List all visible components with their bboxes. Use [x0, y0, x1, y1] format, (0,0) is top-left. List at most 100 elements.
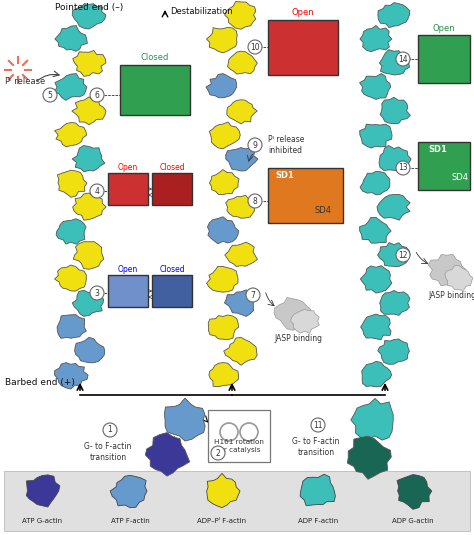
Polygon shape — [360, 266, 392, 293]
Text: Barbed end (+): Barbed end (+) — [5, 378, 75, 387]
Text: 13: 13 — [398, 164, 408, 172]
Polygon shape — [380, 97, 410, 124]
Polygon shape — [351, 399, 393, 440]
FancyBboxPatch shape — [108, 173, 148, 205]
Circle shape — [396, 52, 410, 66]
Polygon shape — [428, 254, 466, 286]
Text: 4: 4 — [94, 187, 100, 195]
Text: Open: Open — [118, 265, 138, 274]
Polygon shape — [209, 363, 238, 387]
Polygon shape — [55, 363, 88, 389]
Polygon shape — [291, 309, 319, 333]
Polygon shape — [360, 171, 390, 195]
FancyBboxPatch shape — [268, 168, 343, 223]
Text: SD1: SD1 — [275, 171, 294, 180]
Polygon shape — [208, 217, 239, 244]
Circle shape — [248, 40, 262, 54]
Polygon shape — [397, 475, 432, 509]
Text: Closed: Closed — [159, 265, 185, 274]
Polygon shape — [360, 124, 392, 148]
Polygon shape — [226, 195, 255, 218]
Polygon shape — [225, 290, 254, 316]
FancyBboxPatch shape — [108, 275, 148, 307]
Polygon shape — [55, 265, 86, 291]
Circle shape — [396, 161, 410, 175]
Text: Pᴵ release: Pᴵ release — [5, 78, 45, 87]
Polygon shape — [347, 436, 391, 479]
Polygon shape — [378, 339, 410, 364]
Text: Closed: Closed — [141, 53, 169, 62]
Polygon shape — [360, 26, 392, 52]
Text: SD4: SD4 — [452, 173, 469, 182]
Polygon shape — [225, 242, 257, 266]
Circle shape — [246, 288, 260, 302]
Polygon shape — [73, 50, 106, 77]
Polygon shape — [56, 219, 86, 244]
Polygon shape — [380, 50, 410, 75]
Text: JASP binding: JASP binding — [274, 334, 322, 343]
Text: ADP F-actin: ADP F-actin — [298, 518, 338, 524]
Text: 2: 2 — [216, 448, 220, 457]
Polygon shape — [57, 170, 87, 197]
Polygon shape — [73, 242, 104, 269]
Text: 5: 5 — [47, 90, 53, 100]
Polygon shape — [55, 26, 87, 51]
Text: SD4: SD4 — [315, 206, 332, 215]
Circle shape — [311, 418, 325, 432]
Circle shape — [248, 138, 262, 152]
Text: H161 rotation
for catalysis: H161 rotation for catalysis — [214, 439, 264, 453]
Text: Open: Open — [118, 163, 138, 172]
Text: Destabilization: Destabilization — [170, 7, 233, 17]
Circle shape — [90, 286, 104, 300]
Polygon shape — [380, 291, 410, 315]
Text: 11: 11 — [313, 421, 323, 430]
Text: 6: 6 — [94, 90, 100, 100]
Polygon shape — [206, 74, 237, 98]
Polygon shape — [228, 51, 257, 74]
Text: 7: 7 — [251, 291, 255, 300]
Polygon shape — [226, 148, 258, 171]
Polygon shape — [445, 265, 473, 291]
Text: 3: 3 — [94, 288, 100, 297]
Polygon shape — [72, 291, 103, 316]
Text: JASP binding: JASP binding — [428, 291, 474, 300]
Text: 10: 10 — [250, 42, 260, 51]
Text: 1: 1 — [108, 425, 112, 434]
Polygon shape — [360, 217, 391, 243]
FancyBboxPatch shape — [268, 20, 338, 75]
Polygon shape — [207, 27, 237, 53]
Polygon shape — [164, 398, 205, 441]
Polygon shape — [110, 475, 147, 508]
Polygon shape — [72, 4, 106, 29]
Polygon shape — [210, 170, 239, 195]
Text: Pᴵ release
inhibited: Pᴵ release inhibited — [268, 135, 304, 155]
Polygon shape — [227, 100, 257, 124]
Text: 8: 8 — [253, 196, 257, 205]
Text: ATP F-actin: ATP F-actin — [110, 518, 149, 524]
FancyBboxPatch shape — [4, 471, 470, 531]
Polygon shape — [210, 122, 240, 149]
Polygon shape — [146, 433, 190, 476]
Circle shape — [103, 423, 117, 437]
Polygon shape — [378, 242, 410, 266]
Circle shape — [90, 88, 104, 102]
Polygon shape — [207, 266, 238, 292]
Text: ADP G-actin: ADP G-actin — [392, 518, 434, 524]
Text: G- to F-actin
transition: G- to F-actin transition — [84, 442, 132, 462]
Text: 9: 9 — [253, 141, 257, 149]
Polygon shape — [361, 314, 391, 340]
Polygon shape — [362, 362, 392, 387]
Text: 12: 12 — [398, 250, 408, 259]
Text: 14: 14 — [398, 55, 408, 64]
Text: SD1: SD1 — [428, 145, 447, 154]
FancyBboxPatch shape — [418, 142, 470, 190]
Polygon shape — [378, 3, 410, 28]
Polygon shape — [360, 73, 391, 100]
Polygon shape — [57, 315, 86, 338]
FancyBboxPatch shape — [208, 410, 270, 462]
Polygon shape — [208, 315, 239, 340]
Polygon shape — [55, 123, 87, 147]
Text: Pointed end (–): Pointed end (–) — [55, 3, 123, 12]
FancyBboxPatch shape — [120, 65, 190, 115]
FancyBboxPatch shape — [152, 275, 192, 307]
